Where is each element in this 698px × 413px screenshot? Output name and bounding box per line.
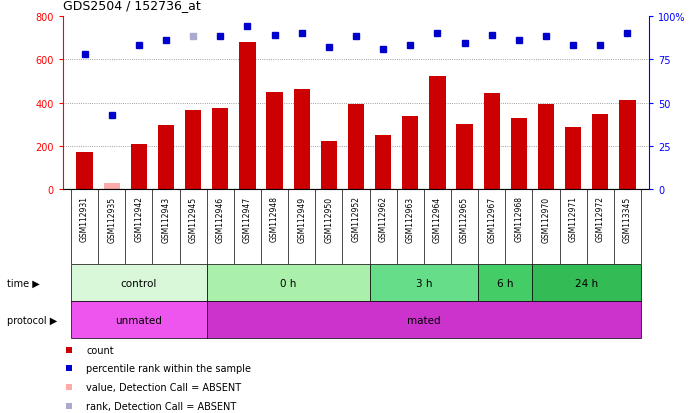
Text: GSM112945: GSM112945 bbox=[188, 196, 198, 242]
Bar bbox=[294, 90, 310, 190]
Text: rank, Detection Call = ABSENT: rank, Detection Call = ABSENT bbox=[87, 401, 237, 411]
Text: percentile rank within the sample: percentile rank within the sample bbox=[87, 363, 251, 373]
Bar bbox=[239, 43, 255, 190]
Bar bbox=[538, 104, 554, 190]
Text: GSM112967: GSM112967 bbox=[487, 196, 496, 242]
Text: GSM112949: GSM112949 bbox=[297, 196, 306, 242]
Bar bbox=[478, 264, 533, 301]
Text: 0 h: 0 h bbox=[280, 278, 297, 288]
Text: GSM112946: GSM112946 bbox=[216, 196, 225, 242]
Text: GSM112948: GSM112948 bbox=[270, 196, 279, 242]
Text: count: count bbox=[87, 345, 114, 355]
Bar bbox=[375, 136, 392, 190]
Bar bbox=[212, 109, 228, 190]
Text: 24 h: 24 h bbox=[575, 278, 598, 288]
Text: GSM112972: GSM112972 bbox=[596, 196, 604, 242]
Text: GSM112942: GSM112942 bbox=[134, 196, 143, 242]
Bar bbox=[511, 119, 527, 190]
Bar bbox=[207, 264, 369, 301]
Bar bbox=[533, 264, 641, 301]
Bar bbox=[71, 264, 207, 301]
Text: GSM112964: GSM112964 bbox=[433, 196, 442, 242]
Text: protocol ▶: protocol ▶ bbox=[7, 315, 57, 325]
Text: GSM112950: GSM112950 bbox=[325, 196, 334, 242]
Text: GSM112965: GSM112965 bbox=[460, 196, 469, 242]
Text: GSM112952: GSM112952 bbox=[352, 196, 360, 242]
Text: GSM112963: GSM112963 bbox=[406, 196, 415, 242]
Text: 6 h: 6 h bbox=[497, 278, 514, 288]
Text: GSM112971: GSM112971 bbox=[569, 196, 578, 242]
Bar bbox=[103, 183, 120, 190]
Bar bbox=[320, 141, 337, 190]
Bar bbox=[348, 104, 364, 190]
Text: GSM112935: GSM112935 bbox=[107, 196, 116, 242]
Text: 3 h: 3 h bbox=[415, 278, 432, 288]
Bar bbox=[619, 101, 636, 190]
Text: GDS2504 / 152736_at: GDS2504 / 152736_at bbox=[63, 0, 200, 12]
Bar bbox=[76, 153, 93, 190]
Text: GSM112947: GSM112947 bbox=[243, 196, 252, 242]
Text: GSM112968: GSM112968 bbox=[514, 196, 524, 242]
Bar bbox=[185, 111, 201, 190]
Bar bbox=[565, 128, 581, 190]
Text: GSM112943: GSM112943 bbox=[161, 196, 170, 242]
Text: time ▶: time ▶ bbox=[7, 278, 40, 288]
Text: value, Detection Call = ABSENT: value, Detection Call = ABSENT bbox=[87, 382, 242, 392]
Bar bbox=[456, 125, 473, 190]
Text: control: control bbox=[121, 278, 157, 288]
Bar bbox=[267, 93, 283, 190]
Text: GSM112970: GSM112970 bbox=[542, 196, 551, 242]
Bar bbox=[158, 126, 174, 190]
Bar bbox=[484, 93, 500, 190]
Text: GSM112931: GSM112931 bbox=[80, 196, 89, 242]
Text: GSM112962: GSM112962 bbox=[378, 196, 387, 242]
Bar bbox=[369, 264, 478, 301]
Bar bbox=[207, 301, 641, 339]
Text: GSM113345: GSM113345 bbox=[623, 196, 632, 242]
Bar bbox=[402, 116, 418, 190]
Text: mated: mated bbox=[407, 315, 440, 325]
Bar bbox=[131, 145, 147, 190]
Bar bbox=[592, 115, 609, 190]
Bar bbox=[429, 77, 445, 190]
Bar bbox=[71, 301, 207, 339]
Text: unmated: unmated bbox=[115, 315, 162, 325]
